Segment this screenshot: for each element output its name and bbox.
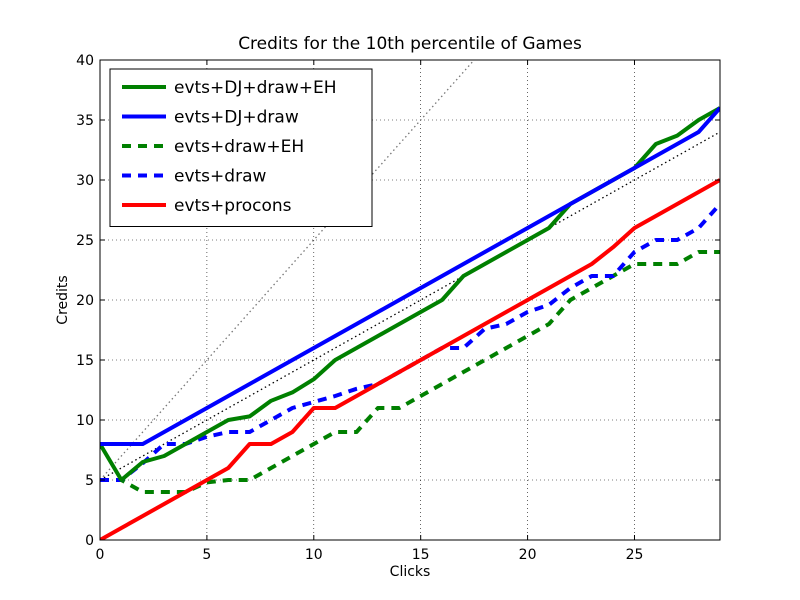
y-tick-label: 15: [76, 353, 94, 369]
reference-line-2: [100, 131, 720, 481]
y-axis-label: Credits: [55, 275, 71, 324]
legend: evts+DJ+draw+EH evts+DJ+draw evts+draw+EH e…: [109, 68, 373, 227]
x-tick-label: 25: [626, 547, 644, 563]
legend-label: evts+DJ+draw: [174, 108, 299, 128]
x-tick-label: 20: [519, 547, 537, 563]
y-tick-label: 25: [76, 233, 94, 249]
x-tick-label: 5: [202, 547, 211, 563]
x-tick-label: 0: [96, 547, 105, 563]
y-tick-label: 10: [76, 413, 94, 429]
legend-label: evts+procons: [174, 196, 292, 216]
y-tick-label: 40: [76, 53, 94, 69]
y-tick-label: 35: [76, 113, 94, 129]
legend-label: evts+draw: [174, 167, 266, 187]
y-tick-label: 20: [76, 293, 94, 309]
series-line-evts+procons: [100, 178, 720, 540]
x-tick-label: 15: [412, 547, 430, 563]
x-axis-label: Clicks: [390, 564, 431, 580]
plot-area: 0 5 10 15 20 25 0 5 10 15 20 25 30 35 40: [76, 53, 721, 563]
chart-title: Credits for the 10th percentile of Games: [238, 34, 582, 54]
reference-line-1: [100, 60, 475, 481]
series-line-evts+DJ+draw: [100, 106, 720, 446]
y-tick-label: 0: [85, 533, 94, 549]
x-tick-label: 10: [305, 547, 323, 563]
y-tick-label: 30: [76, 173, 94, 189]
legend-label: evts+draw+EH: [174, 137, 304, 157]
series-line-evts+draw+EH: [100, 250, 720, 494]
y-tick-label: 5: [85, 473, 94, 489]
legend-label: evts+DJ+draw+EH: [174, 78, 337, 98]
legend-box: [109, 68, 373, 227]
